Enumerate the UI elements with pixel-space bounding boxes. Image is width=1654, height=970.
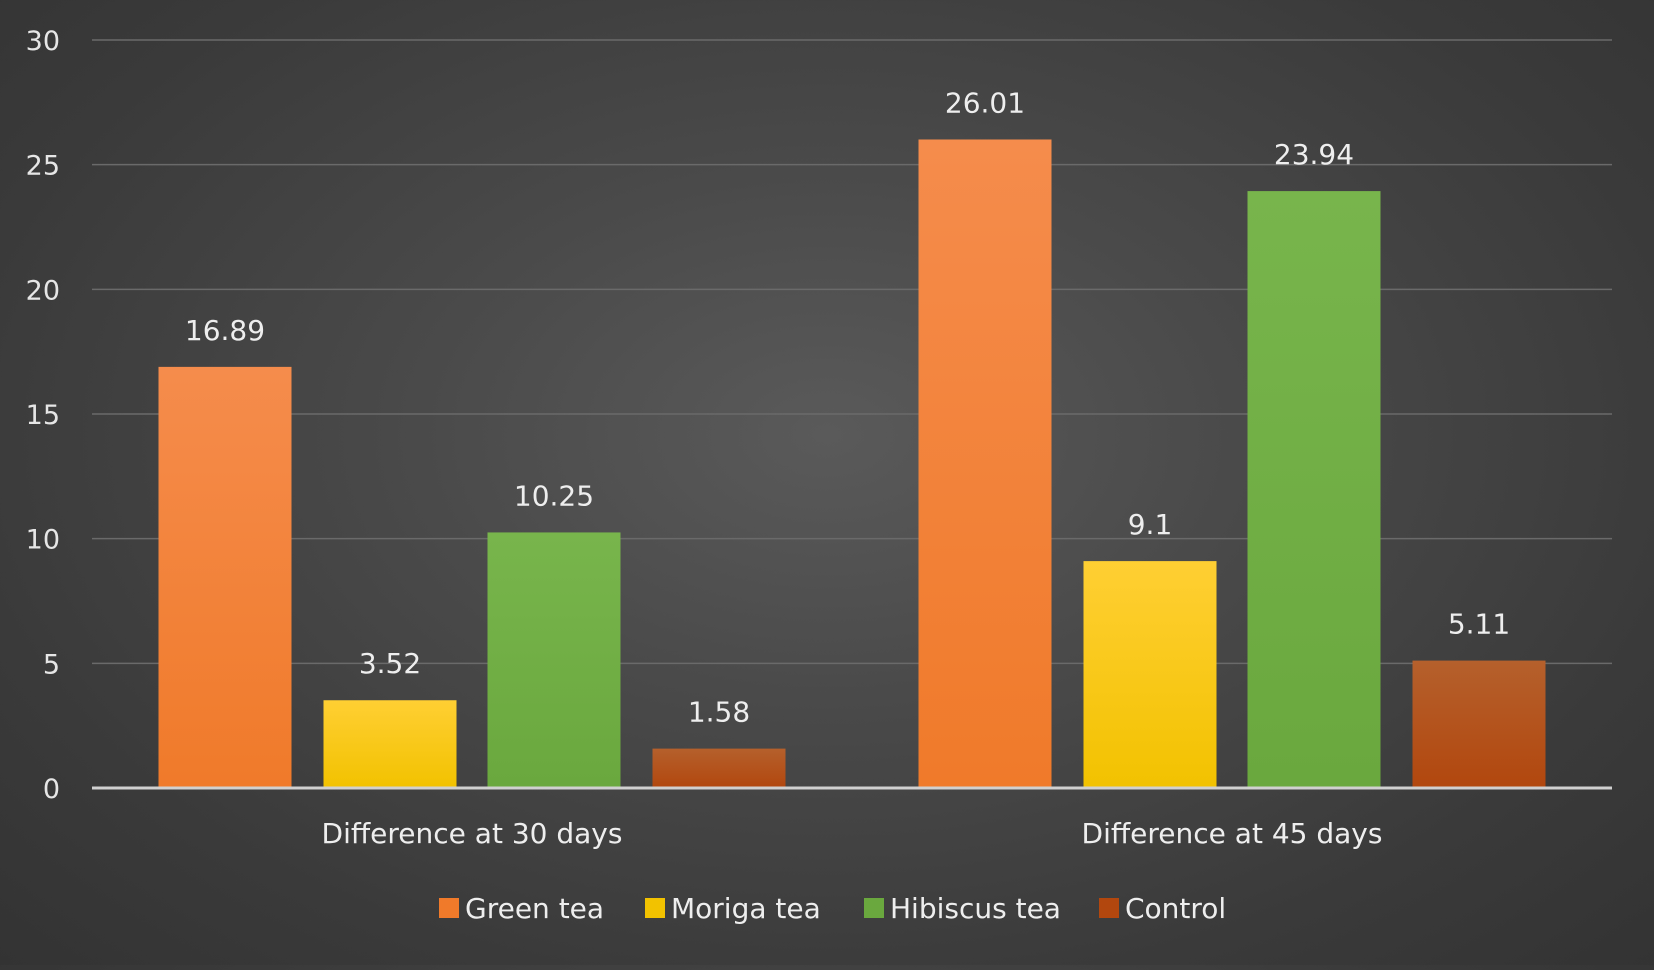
data-label: 9.1 [1128, 508, 1173, 541]
legend-label: Control [1125, 892, 1226, 925]
data-label: 10.25 [514, 479, 594, 512]
y-tick-label: 15 [26, 400, 60, 431]
gridlines [92, 39, 1612, 665]
legend: Green tea Moriga tea Hibiscus tea Control [439, 892, 1226, 925]
y-tick-label: 30 [26, 26, 60, 57]
data-label: 16.89 [185, 314, 265, 347]
legend-swatch [439, 898, 459, 918]
x-category-label: Difference at 45 days [1082, 817, 1383, 850]
bar-green-tea-1 [158, 366, 292, 788]
y-tick-label: 5 [43, 649, 60, 680]
data-label: 3.52 [359, 647, 421, 680]
legend-item-control: Control [1099, 892, 1226, 925]
bar-control-2 [1412, 660, 1546, 788]
y-tick-label: 10 [26, 525, 60, 556]
bars [158, 139, 1546, 788]
y-tick-label: 25 [26, 151, 60, 182]
bar-green-tea-2 [918, 139, 1052, 788]
legend-swatch [1099, 898, 1119, 918]
bar-hibiscus-tea-2 [1247, 191, 1381, 788]
legend-item-hibiscus-tea: Hibiscus tea [864, 892, 1061, 925]
data-label: 23.94 [1274, 138, 1354, 171]
data-label: 26.01 [945, 86, 1025, 119]
legend-label: Moriga tea [671, 892, 821, 925]
legend-label: Green tea [465, 892, 604, 925]
bar-hibiscus-tea-1 [487, 532, 621, 788]
bar-moriga-tea-1 [323, 700, 457, 788]
legend-item-moriga-tea: Moriga tea [645, 892, 821, 925]
y-tick-label: 20 [26, 275, 60, 306]
data-labels: 16.89 3.52 10.25 1.58 26.01 9.1 23.94 5.11 [185, 86, 1510, 728]
data-label: 5.11 [1448, 608, 1510, 641]
bar-control-1 [652, 748, 786, 788]
legend-swatch [864, 898, 884, 918]
legend-swatch [645, 898, 665, 918]
data-label: 1.58 [688, 696, 750, 729]
y-tick-label: 0 [43, 774, 60, 805]
legend-label: Hibiscus tea [890, 892, 1061, 925]
x-axis: Difference at 30 days Difference at 45 da… [92, 786, 1612, 850]
bar-moriga-tea-2 [1083, 561, 1217, 788]
x-category-label: Difference at 30 days [322, 817, 623, 850]
legend-item-green-tea: Green tea [439, 892, 604, 925]
y-axis-ticks: 0 5 10 15 20 25 30 [26, 26, 60, 805]
